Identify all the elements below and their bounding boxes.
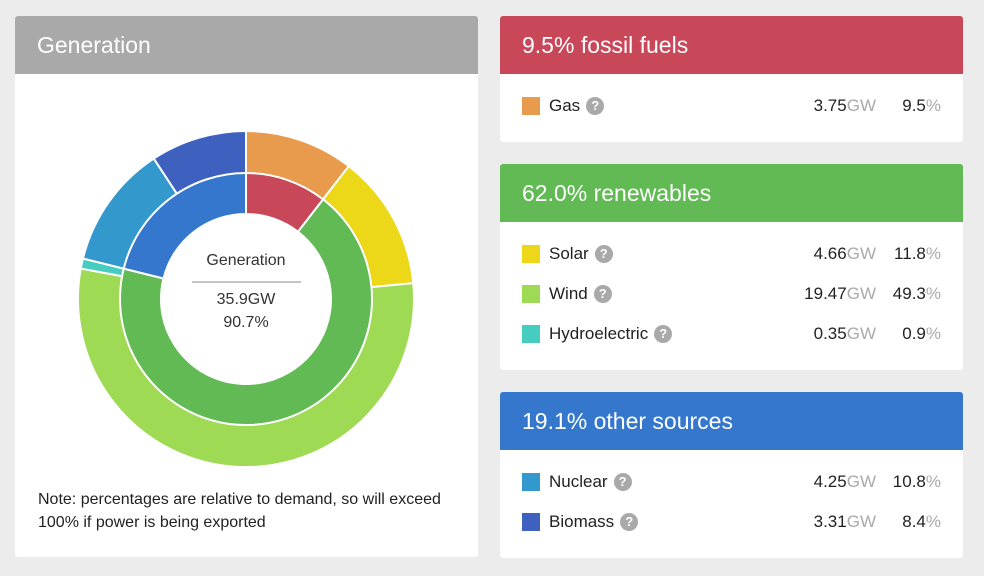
- wind-swatch: [522, 285, 540, 303]
- source-pct: 10.8: [892, 472, 926, 491]
- source-row-nuclear: Nuclear? 4.25GW 10.8%: [500, 468, 963, 508]
- other-sources-card: 19.1% other sources Nuclear? 4.25GW 10.8…: [500, 392, 963, 558]
- help-icon[interactable]: ?: [654, 325, 673, 343]
- source-pct: 11.8: [894, 244, 926, 263]
- source-name: Gas: [549, 96, 581, 115]
- center-gw: 35.9GW: [217, 291, 277, 308]
- source-value: 19.47: [804, 284, 847, 303]
- pct-sign: %: [925, 512, 941, 531]
- pct-sign: %: [925, 472, 941, 491]
- other-sources-header: 19.1% other sources: [500, 392, 963, 450]
- source-value: 4.66: [813, 244, 847, 263]
- solar-swatch: [522, 245, 540, 263]
- unit-label: GW: [846, 96, 876, 115]
- gas-swatch: [522, 97, 540, 115]
- center-pct: 90.7%: [223, 314, 268, 331]
- help-icon[interactable]: ?: [593, 285, 612, 303]
- source-name: Wind: [549, 284, 588, 303]
- pct-sign: %: [925, 284, 941, 303]
- source-row-hydroelectric: Hydroelectric? 0.35GW 0.9%: [500, 320, 963, 360]
- source-pct: 8.4: [902, 512, 926, 531]
- inner-ring-slice-other-sources[interactable]: [122, 171, 247, 280]
- note-text: Note: percentages are relative to demand…: [38, 491, 441, 531]
- nuclear-swatch: [522, 473, 540, 491]
- source-row-gas: Gas? 3.75GW 9.5%: [500, 92, 963, 132]
- generation-header: Generation: [15, 16, 478, 74]
- source-row-wind: Wind? 19.47GW 49.3%: [500, 280, 963, 320]
- source-pct: 0.9: [902, 324, 926, 343]
- biomass-swatch: [522, 513, 540, 531]
- help-icon[interactable]: ?: [586, 97, 605, 115]
- source-pct: 49.3: [892, 284, 926, 303]
- source-row-biomass: Biomass? 3.31GW 8.4%: [500, 508, 963, 548]
- source-name: Nuclear: [549, 472, 608, 491]
- pct-sign: %: [925, 324, 941, 343]
- fossil-fuels-header: 9.5% fossil fuels: [500, 16, 963, 74]
- help-icon[interactable]: ?: [620, 513, 639, 531]
- unit-label: GW: [846, 324, 876, 343]
- pct-sign: %: [925, 244, 941, 263]
- hydroelectric-swatch: [522, 325, 540, 343]
- source-name: Hydroelectric: [549, 324, 649, 343]
- renewables-header: 62.0% renewables: [500, 164, 963, 222]
- unit-label: GW: [846, 512, 876, 531]
- renewables-card: 62.0% renewables Solar? 4.66GW 11.8% Win…: [500, 164, 963, 370]
- generation-panel: Generation Generation 35.9GW 90.7% Note:…: [15, 16, 478, 557]
- generation-donut-chart: Generation 35.9GW 90.7%: [77, 129, 415, 468]
- fossil-fuels-card: 9.5% fossil fuels Gas? 3.75GW 9.5%: [500, 16, 963, 142]
- source-pct: 9.5: [902, 96, 926, 115]
- source-value: 4.25: [813, 472, 847, 491]
- center-title: Generation: [206, 252, 285, 269]
- help-icon[interactable]: ?: [594, 245, 613, 263]
- outer-ring: [77, 129, 415, 468]
- source-value: 0.35: [813, 324, 847, 343]
- source-value: 3.31: [813, 512, 847, 531]
- unit-label: GW: [846, 244, 876, 263]
- source-name: Solar: [549, 244, 589, 263]
- help-icon[interactable]: ?: [613, 473, 632, 491]
- unit-label: GW: [846, 472, 876, 491]
- source-row-solar: Solar? 4.66GW 11.8%: [500, 240, 963, 280]
- pct-sign: %: [925, 96, 941, 115]
- unit-label: GW: [846, 284, 876, 303]
- inner-ring: [119, 171, 373, 426]
- inner-ring-slice-renewables[interactable]: [119, 197, 373, 426]
- source-value: 3.75: [813, 96, 847, 115]
- source-name: Biomass: [549, 512, 615, 531]
